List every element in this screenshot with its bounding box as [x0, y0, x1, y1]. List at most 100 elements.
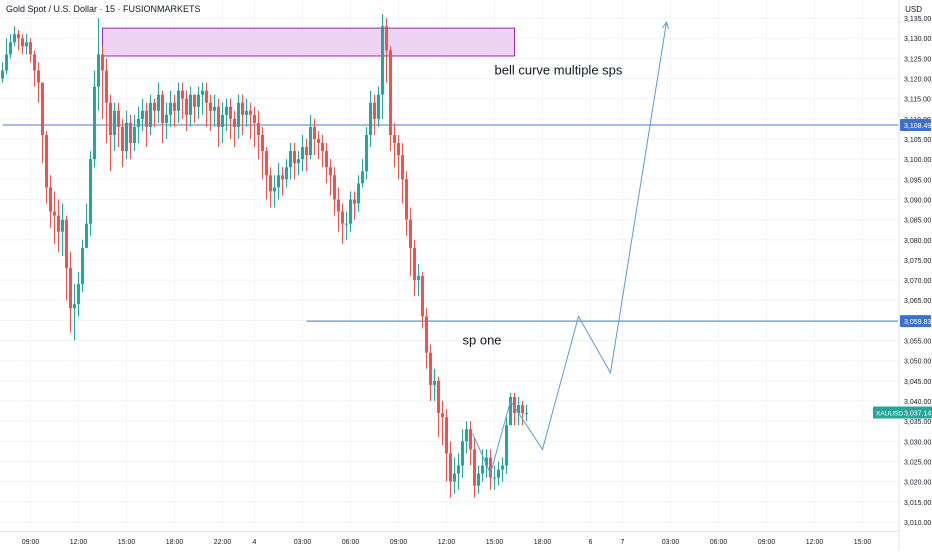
y-tick-label: 3,070.00 [904, 278, 931, 285]
candle-body [501, 465, 504, 470]
candle-body [85, 223, 88, 248]
candle-body [125, 122, 128, 152]
y-tick-label: 3,055.00 [904, 339, 931, 346]
currency-label[interactable]: USD [905, 5, 922, 14]
candle-body [481, 465, 484, 474]
candle-body [425, 316, 428, 353]
x-tick-label: 15:00 [118, 539, 136, 546]
candle-body [345, 223, 348, 225]
candle-body [385, 26, 388, 51]
x-tick-label: 06:00 [710, 539, 728, 546]
y-tick-label: 3,050.00 [904, 359, 931, 366]
candle-body [273, 187, 276, 192]
price-axis-background [899, 0, 932, 550]
candle-body [69, 268, 72, 309]
candle-body [433, 380, 436, 385]
candle-body [521, 405, 524, 414]
candle-body [249, 110, 252, 115]
candle-body [257, 122, 260, 135]
y-tick-label: 3,015.00 [904, 500, 931, 507]
level-price-badge [900, 118, 931, 131]
candle-body [233, 118, 236, 127]
candle-body [13, 34, 16, 43]
candle-body [225, 106, 228, 115]
candle-body [189, 94, 192, 115]
candle-body [413, 247, 416, 281]
candle-body [53, 211, 56, 216]
candle-body [313, 126, 316, 140]
candle-body [389, 50, 392, 135]
x-tick-label: 15:00 [854, 539, 872, 546]
candle-body [193, 94, 196, 107]
candle-body [149, 102, 152, 127]
level-price-label: 3,059.83 [904, 319, 931, 326]
projection-arrowhead [662, 20, 669, 29]
candle-body [289, 151, 292, 168]
candle-body [217, 106, 220, 127]
candle-body [397, 143, 400, 156]
x-tick-label: 06:00 [342, 539, 360, 546]
y-tick-label: 3,025.00 [904, 459, 931, 466]
y-tick-label: 3,075.00 [904, 258, 931, 265]
candle-body [297, 159, 300, 164]
y-tick-label: 3,040.00 [904, 399, 931, 406]
candle-body [5, 54, 8, 71]
x-tick-label: 12:00 [806, 539, 824, 546]
candle-body [169, 102, 172, 115]
y-tick-label: 3,035.00 [904, 419, 931, 426]
y-tick-label: 3,105.00 [904, 137, 931, 144]
current-price-badge [873, 406, 932, 419]
y-tick-label: 3,135.00 [904, 16, 931, 23]
candle-body [461, 441, 464, 466]
y-tick-label: 3,125.00 [904, 56, 931, 63]
y-tick-label: 3,065.00 [904, 298, 931, 305]
candle-body [221, 114, 224, 127]
candle-body [45, 134, 48, 188]
candle-body [93, 86, 96, 160]
candle-body [201, 90, 204, 95]
y-tick-label: 3,115.00 [904, 97, 931, 104]
candle-body [165, 114, 168, 123]
candle-body [265, 151, 268, 176]
y-tick-label: 3,020.00 [904, 480, 931, 487]
y-tick-label: 3,085.00 [904, 218, 931, 225]
candle-body [121, 126, 124, 152]
candle-body [473, 449, 476, 486]
y-tick-label: 3,030.00 [904, 439, 931, 446]
y-tick-label: 3,045.00 [904, 379, 931, 386]
candle-body [101, 54, 104, 71]
x-tick-label: 09:00 [22, 539, 40, 546]
y-tick-label: 3,090.00 [904, 197, 931, 204]
candle-body [245, 110, 248, 115]
candle-body [301, 147, 304, 160]
annotation-text: sp one [463, 333, 502, 348]
annotation-text: bell curve multiple sps [495, 63, 623, 78]
candle-body [205, 90, 208, 103]
y-tick-label: 3,130.00 [904, 36, 931, 43]
x-tick-label: 18:00 [166, 539, 184, 546]
x-tick-label: 03:00 [662, 539, 680, 546]
candle-body [145, 110, 148, 127]
candle-body [97, 54, 100, 87]
candle-body [261, 134, 264, 152]
candle-body [377, 94, 380, 119]
candle-body [129, 122, 132, 144]
candle-body [41, 82, 44, 135]
x-tick-label: 12:00 [438, 539, 456, 546]
candle-body [173, 102, 176, 111]
x-tick-label: 6 [589, 539, 593, 546]
candle-body [493, 477, 496, 479]
candle-body [113, 110, 116, 135]
candle-body [325, 151, 328, 168]
y-tick-label: 3,100.00 [904, 157, 931, 164]
candle-body [105, 70, 108, 103]
level-price-label: 3,108.49 [904, 123, 931, 130]
candle-body [409, 219, 412, 248]
y-tick-label: 3,120.00 [904, 77, 931, 84]
candle-body [525, 413, 528, 415]
candle-body [57, 215, 60, 232]
candle-body [381, 26, 384, 95]
candle-body [37, 70, 40, 83]
